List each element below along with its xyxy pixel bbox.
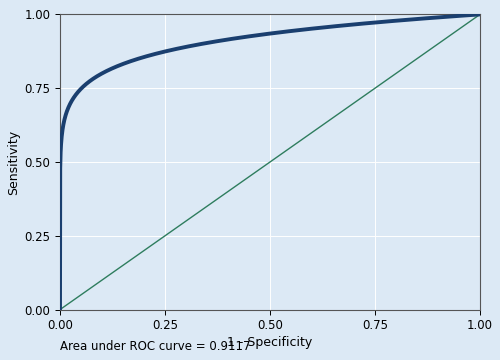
Text: Area under ROC curve = 0.9117: Area under ROC curve = 0.9117	[60, 340, 250, 353]
X-axis label: 1 - Specificity: 1 - Specificity	[228, 337, 312, 350]
Y-axis label: Sensitivity: Sensitivity	[7, 130, 20, 194]
